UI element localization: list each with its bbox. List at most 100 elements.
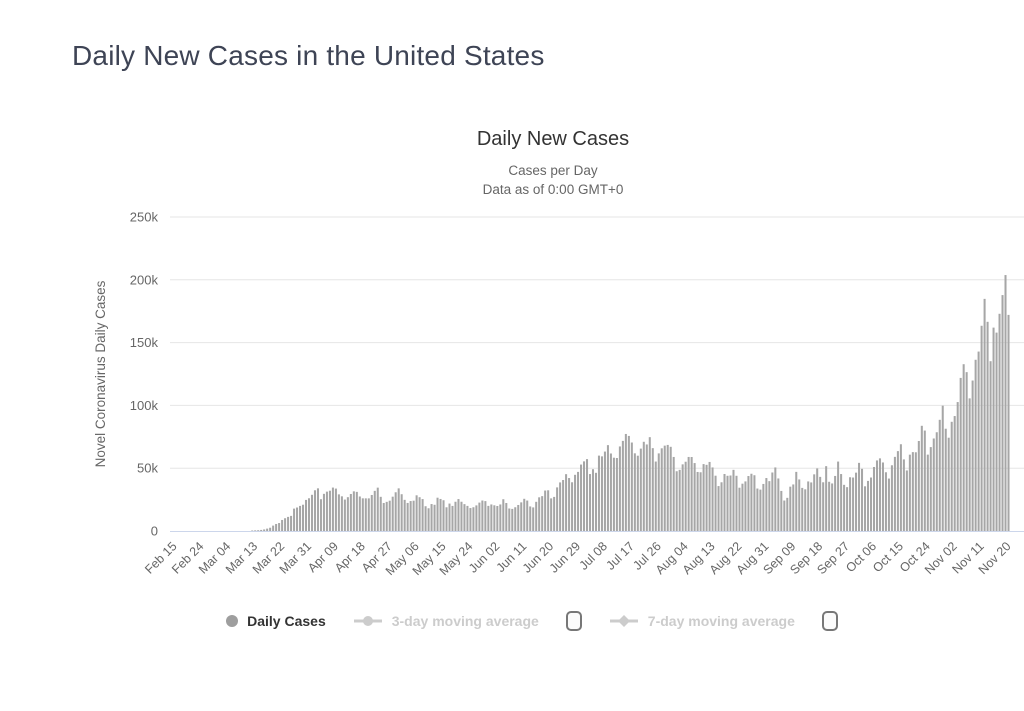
daily-cases-bar[interactable] (412, 500, 415, 531)
daily-cases-bar[interactable] (460, 501, 463, 531)
daily-cases-bar[interactable] (917, 440, 920, 531)
legend-item-7-day-moving-average[interactable]: 7-day moving average (609, 613, 795, 629)
daily-cases-bar[interactable] (684, 461, 687, 531)
daily-cases-bar[interactable] (965, 372, 968, 531)
daily-cases-bar[interactable] (929, 447, 932, 531)
daily-cases-bar[interactable] (466, 505, 469, 531)
daily-cases-bar[interactable] (669, 446, 672, 531)
daily-cases-bar[interactable] (284, 518, 287, 531)
daily-cases-bar[interactable] (636, 455, 639, 531)
daily-cases-bar[interactable] (834, 475, 837, 531)
daily-cases-bar[interactable] (499, 504, 502, 531)
daily-cases-bar[interactable] (585, 459, 589, 531)
daily-cases-bar[interactable] (316, 488, 319, 531)
daily-cases-bar[interactable] (304, 499, 308, 531)
daily-cases-bar[interactable] (926, 454, 929, 531)
daily-cases-bar[interactable] (520, 502, 523, 531)
daily-cases-bar[interactable] (382, 502, 385, 531)
daily-cases-bar[interactable] (866, 480, 870, 531)
daily-cases-bar[interactable] (798, 479, 801, 531)
daily-cases-bar[interactable] (502, 499, 505, 531)
daily-cases-bar[interactable] (825, 466, 828, 531)
daily-cases-bar[interactable] (361, 498, 364, 531)
daily-cases-bar[interactable] (451, 505, 454, 531)
daily-cases-bar[interactable] (493, 505, 496, 531)
daily-cases-bar[interactable] (310, 494, 314, 531)
daily-cases-bar[interactable] (633, 453, 636, 531)
daily-cases-bar[interactable] (379, 496, 382, 531)
daily-cases-bar[interactable] (944, 428, 947, 531)
daily-cases-bar[interactable] (571, 482, 574, 531)
daily-cases-bar[interactable] (403, 499, 406, 531)
daily-cases-bar[interactable] (409, 501, 412, 531)
daily-cases-bar[interactable] (293, 508, 296, 531)
daily-cases-bar[interactable] (884, 472, 887, 531)
daily-cases-bar[interactable] (878, 458, 881, 531)
daily-cases-bar[interactable] (547, 490, 550, 531)
daily-cases-bar[interactable] (765, 478, 768, 531)
daily-cases-bar[interactable] (723, 473, 726, 531)
daily-cases-bar[interactable] (591, 469, 595, 531)
daily-cases-bar[interactable] (666, 444, 669, 531)
daily-cases-bar[interactable] (269, 527, 272, 531)
daily-cases-bar[interactable] (717, 486, 720, 531)
legend-item-daily-cases[interactable]: Daily Cases (226, 613, 326, 629)
daily-cases-bar[interactable] (615, 458, 618, 531)
daily-cases-bar[interactable] (998, 313, 1001, 531)
daily-cases-bar[interactable] (299, 505, 302, 531)
daily-cases-bar[interactable] (875, 460, 878, 531)
daily-cases-bar[interactable] (648, 437, 651, 531)
daily-cases-bar[interactable] (741, 483, 744, 531)
daily-cases-bar[interactable] (986, 321, 989, 531)
daily-cases-bar[interactable] (358, 496, 361, 531)
daily-cases-bar[interactable] (391, 496, 394, 531)
daily-cases-bar[interactable] (367, 498, 370, 531)
daily-cases-bar[interactable] (385, 501, 388, 531)
daily-cases-bar[interactable] (481, 500, 484, 531)
daily-cases-bar[interactable] (914, 452, 917, 531)
daily-cases-bar[interactable] (606, 445, 609, 531)
daily-cases-bar[interactable] (496, 505, 499, 531)
daily-cases-bar[interactable] (801, 487, 804, 531)
daily-cases-bar[interactable] (1007, 314, 1010, 531)
daily-cases-bar[interactable] (852, 477, 855, 531)
daily-cases-bar[interactable] (950, 421, 953, 531)
moving-average-checkbox[interactable] (565, 611, 582, 631)
daily-cases-bar[interactable] (319, 499, 322, 531)
daily-cases-bar[interactable] (275, 523, 278, 531)
daily-cases-bar[interactable] (872, 466, 876, 531)
daily-cases-bar[interactable] (753, 475, 756, 531)
daily-cases-bar[interactable] (989, 361, 992, 531)
daily-cases-bar[interactable] (597, 455, 600, 531)
daily-cases-bar[interactable] (783, 500, 786, 531)
daily-cases-bar[interactable] (1001, 295, 1004, 531)
daily-cases-bar[interactable] (487, 505, 490, 531)
daily-cases-bar[interactable] (394, 492, 397, 531)
daily-cases-bar[interactable] (355, 491, 358, 531)
daily-cases-bar[interactable] (923, 430, 926, 531)
daily-cases-bar[interactable] (690, 457, 693, 531)
daily-cases-bar[interactable] (439, 498, 442, 531)
daily-cases-bar[interactable] (920, 425, 923, 531)
daily-cases-bar[interactable] (693, 463, 696, 531)
daily-cases-bar[interactable] (511, 508, 514, 531)
daily-cases-bar[interactable] (364, 498, 367, 531)
daily-cases-bar[interactable] (550, 498, 553, 531)
daily-cases-bar[interactable] (810, 482, 813, 531)
daily-cases-bar[interactable] (588, 474, 592, 531)
daily-cases-bar[interactable] (526, 500, 529, 531)
daily-cases-bar[interactable] (418, 497, 421, 531)
daily-cases-bar[interactable] (699, 472, 702, 531)
daily-cases-bar[interactable] (556, 487, 559, 531)
daily-cases-bar[interactable] (272, 525, 275, 531)
daily-cases-bar[interactable] (702, 464, 705, 531)
daily-cases-bar[interactable] (714, 475, 717, 531)
daily-cases-bar[interactable] (529, 506, 532, 531)
daily-cases-bar[interactable] (600, 456, 603, 531)
daily-cases-bar[interactable] (290, 515, 293, 531)
daily-cases-bar[interactable] (759, 489, 762, 531)
daily-cases-bar[interactable] (956, 402, 959, 531)
daily-cases-bar[interactable] (771, 472, 774, 531)
daily-cases-bar[interactable] (433, 504, 436, 531)
daily-cases-bar[interactable] (583, 461, 586, 531)
